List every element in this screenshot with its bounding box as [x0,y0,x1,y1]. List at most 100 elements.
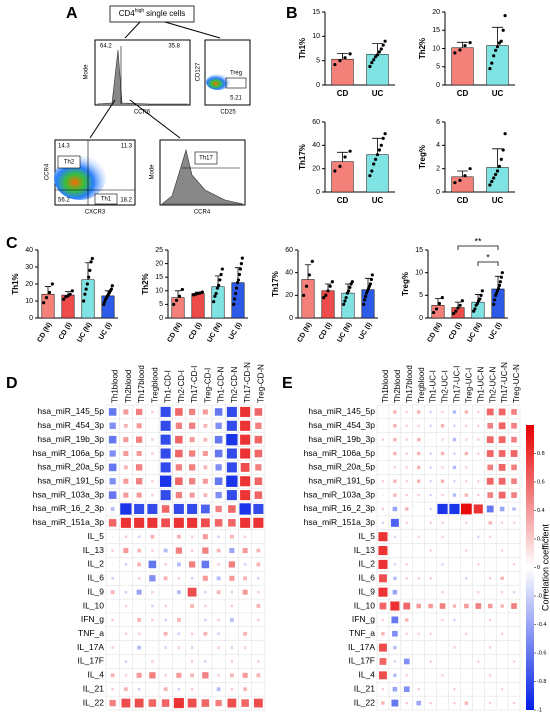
x-tick-label: CD (N) [166,321,183,343]
axis-label: CCR4 [194,210,211,216]
heatmap-cell [111,646,114,649]
heatmap-cell [429,493,432,497]
column-label: Th1-CD-I [164,370,173,403]
heatmap-cell [253,517,264,528]
heatmap-cell [151,410,154,414]
heatmap-cell [178,605,180,607]
row-label: hsa_miR_151a_3p [33,517,105,527]
heatmap-cell [202,451,208,457]
heatmap-cell [489,591,491,593]
heatmap-cell [241,699,249,707]
heatmap-cell [135,464,143,471]
data-point [493,298,497,302]
y-axis-label: Th17% [298,144,307,170]
y-tick-label: 20 [432,9,440,16]
heatmap-cell [441,521,444,524]
data-point [88,268,92,272]
row-label: hsa_miR_20a_5p [308,462,375,472]
heatmap-cell [189,492,195,498]
heatmap-cell [190,673,195,678]
heatmap-cell [498,422,506,430]
heatmap-cell [403,686,410,693]
heatmap-cell [151,590,154,594]
heatmap-cell [465,536,467,538]
heatmap-cell [176,617,181,622]
axis-label: CXCR3 [85,210,106,216]
data-point [338,164,342,168]
x-tick-label: UC (I) [228,321,243,341]
heatmap-cell [240,434,251,445]
x-tick-label: UC (I) [98,321,113,341]
heatmap-cell [381,701,385,705]
heatmap-cell [501,536,503,538]
heatmap-cell [125,619,127,621]
data-point [488,183,492,187]
heatmap-cell [257,646,260,649]
y-axis-label: Th1% [298,38,307,59]
heatmap-cell [430,619,432,621]
heatmap-cell [513,633,515,635]
heatmap-cell [477,550,479,552]
column-label: Th2blood [124,370,133,403]
x-tick-label: UC (N) [466,321,483,343]
heatmap-cell [217,632,220,636]
heatmap-cell [214,435,223,444]
heatmap-cell [489,674,492,677]
heatmap-cell [147,517,158,528]
y-tick-label: 30 [25,264,33,271]
bar [451,176,474,193]
y-tick-label: 20 [25,281,33,288]
heatmap-cell [406,647,408,649]
heatmap-cell [203,631,208,636]
heatmap-cell [394,550,396,552]
heatmap-cell [498,450,506,457]
heatmap-cell [378,643,387,652]
heatmap-cell [257,688,260,690]
heatmap-cell [486,436,494,444]
heatmap-cell [109,699,116,707]
heatmap-cell [120,503,132,515]
heatmap-cell [242,672,248,678]
heatmap-cell [257,618,260,622]
data-point [437,301,442,306]
bar [191,293,205,319]
heatmap-cell [202,575,208,581]
heatmap-cell [453,424,456,427]
heatmap-cell [253,698,263,708]
x-tick-label: CD (I) [188,321,203,341]
data-point [501,28,505,32]
heatmap-cell [405,521,408,524]
heatmap-cell [488,521,492,525]
data-point [501,148,505,152]
heatmap-cell [109,422,116,429]
heatmap-cell [430,591,432,593]
data-point [237,272,242,277]
heatmap-cell [214,449,223,458]
heatmap-cell [430,688,432,690]
heatmap-cell [501,660,503,663]
heatmap-cell [188,464,196,471]
heatmap-cell [187,698,197,708]
heatmap-cell [390,518,399,527]
data-point [328,284,332,288]
data-point [383,39,387,43]
x-tick-label: UC (I) [488,321,503,341]
heatmap-cell [487,422,494,429]
heatmap-cell [500,521,504,524]
heatmap-cell [378,559,388,569]
heatmap-cell [123,437,129,443]
gate [194,151,218,165]
data-point [368,282,373,286]
heatmap-cell [215,491,222,499]
heatmap-cell [418,522,420,524]
data-point [377,50,381,54]
data-point [324,293,328,297]
heatmap-cell [477,522,479,524]
heatmap-cell [124,604,128,608]
heatmap-cell [190,687,194,691]
data-point [363,298,367,302]
bar [321,290,335,319]
heatmap-cell [501,674,503,676]
heatmap-cell [418,550,420,552]
heatmap-cell [417,577,420,580]
